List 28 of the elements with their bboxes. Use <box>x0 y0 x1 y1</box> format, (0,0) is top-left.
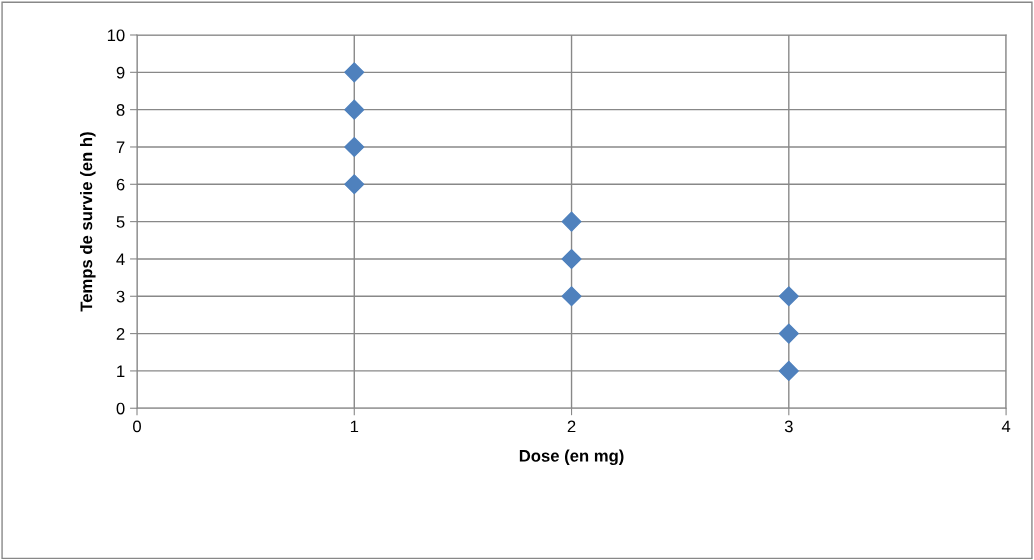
y-tick-label: 9 <box>116 66 125 79</box>
x-tick-label: 2 <box>567 420 576 433</box>
point <box>561 248 582 269</box>
point <box>778 360 799 381</box>
y-axis-title: Temps de survie (en h) <box>80 132 96 312</box>
y-tick-label: 6 <box>116 178 125 191</box>
x-tick-label: 0 <box>133 420 141 433</box>
x-tick-label: 4 <box>1001 420 1011 433</box>
y-tick-label: 3 <box>116 290 125 303</box>
y-tick-label: 8 <box>116 104 125 116</box>
point <box>778 323 799 344</box>
y-tick-label: 1 <box>117 365 125 377</box>
x-tick-label: 1 <box>350 420 359 433</box>
x-tick-label: 3 <box>784 420 793 433</box>
y-tick-label: 4 <box>116 253 125 265</box>
y-tick-label: 2 <box>116 327 125 340</box>
point <box>778 286 799 307</box>
y-tick-label: 0 <box>116 402 125 415</box>
point <box>561 286 582 307</box>
point <box>344 136 365 157</box>
point <box>344 62 365 83</box>
y-tick-label: 5 <box>116 216 125 228</box>
point <box>344 99 365 120</box>
x-axis-title: Dose (en mg) <box>519 449 624 466</box>
point <box>561 211 582 232</box>
y-tick-label: 10 <box>107 29 125 42</box>
point <box>344 174 365 195</box>
y-tick-label: 7 <box>116 141 125 154</box>
